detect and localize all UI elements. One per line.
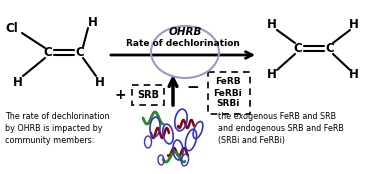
Text: Cl: Cl [5,22,18,34]
Text: C: C [43,45,53,58]
Text: FeRBi: FeRBi [214,89,242,97]
Text: OHRB: OHRB [168,27,202,37]
Text: C: C [76,45,84,58]
Text: H: H [88,15,98,29]
Text: FeRB: FeRB [215,77,241,86]
Text: H: H [267,69,277,81]
Text: −: − [187,81,199,96]
Text: H: H [13,76,23,89]
Text: C: C [325,42,335,54]
Text: +: + [114,88,126,102]
Text: H: H [349,18,359,31]
Text: The rate of dechlorination
by OHRB is impacted by
community members:: The rate of dechlorination by OHRB is im… [5,112,110,145]
Text: Rate of dechlorination: Rate of dechlorination [126,39,240,48]
Text: H: H [349,69,359,81]
Text: C: C [294,42,302,54]
Text: SRB: SRB [137,90,159,100]
Text: H: H [95,76,105,89]
Text: H: H [267,18,277,31]
Text: SRBi: SRBi [216,100,240,109]
Text: the exogenous FeRB and SRB
and endogenous SRB and FeRB
(SRBi and FeRBi): the exogenous FeRB and SRB and endogenou… [218,112,344,145]
